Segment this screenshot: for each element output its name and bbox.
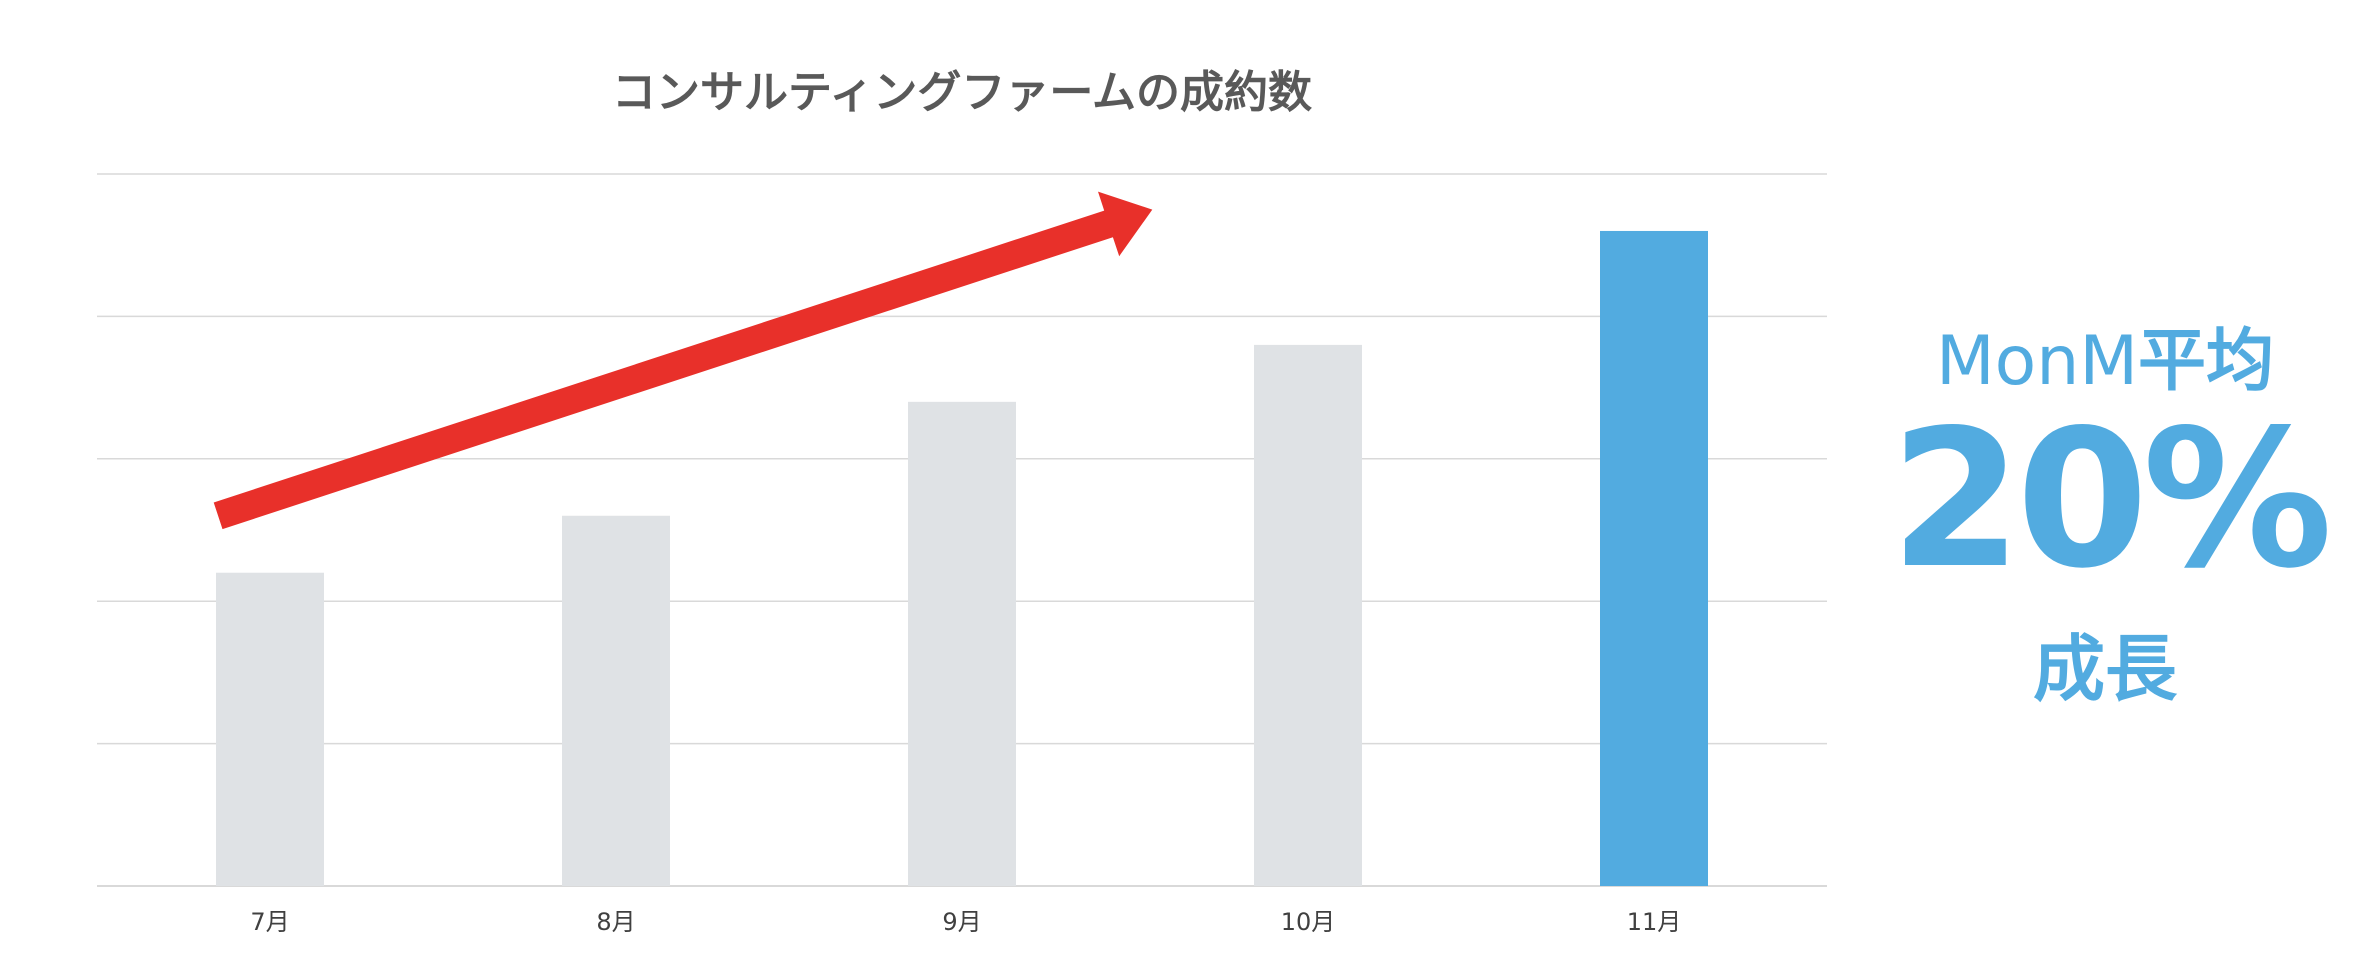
x-tick-label: 8月 (596, 908, 635, 936)
bar-7月 (216, 572, 324, 886)
trend-arrow (213, 191, 1153, 530)
callout-label: 平均 (2138, 322, 2275, 401)
x-tick-label: 11月 (1627, 908, 1682, 936)
x-tick-label: 10月 (1281, 908, 1336, 936)
callout-heading: MonM平均 (1890, 305, 2320, 404)
x-axis-ticks: 7月 8月 9月 10月 11月 (250, 908, 1681, 936)
x-tick-label: 7月 (250, 908, 289, 936)
x-tick-label: 9月 (942, 908, 981, 936)
callout-metric: MonM (1935, 322, 2139, 401)
bar-chart: 7月 8月 9月 10月 11月 (97, 173, 1827, 936)
callout-caption: 成長 (2032, 627, 2177, 711)
bar-10月 (1254, 344, 1362, 886)
bar-9月 (908, 401, 1016, 886)
chart-title: コンサルティングファームの成約数 (611, 67, 1313, 118)
bar-11月 (1600, 230, 1708, 886)
callout-value: 20% (1890, 389, 2333, 610)
trend-arrow-shape (213, 191, 1153, 530)
bars (216, 230, 1708, 886)
bar-8月 (562, 515, 670, 886)
